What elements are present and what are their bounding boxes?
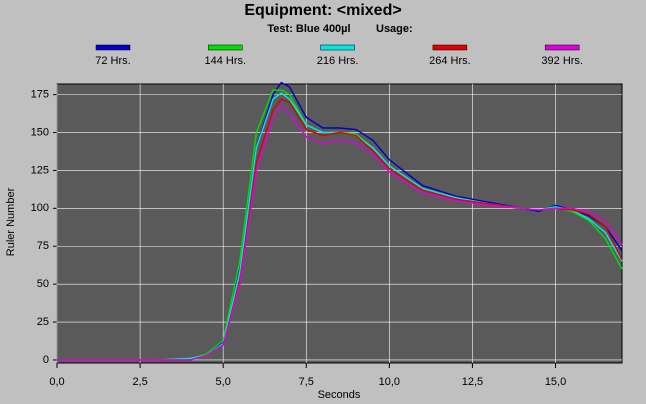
legend-label: 216 Hrs. <box>317 55 359 67</box>
x-axis-label: Seconds <box>318 389 361 401</box>
y-tick-label: 50 <box>37 278 49 290</box>
y-tick-label: 100 <box>31 202 49 214</box>
legend-swatch <box>208 44 243 51</box>
x-tick-label: 2,5 <box>132 376 147 388</box>
plot-area <box>56 83 623 364</box>
legend-label: 264 Hrs. <box>429 55 471 67</box>
legend-swatch <box>544 44 580 51</box>
legend-label: 144 Hrs. <box>205 55 247 67</box>
legend-swatch <box>320 44 355 51</box>
y-tick-label: 150 <box>31 126 49 138</box>
series-line <box>57 104 623 361</box>
annotation: Usage: <box>376 23 413 35</box>
x-tick-label: 0,0 <box>49 376 64 388</box>
y-tick-label: 75 <box>37 240 49 252</box>
legend-swatch <box>95 44 131 51</box>
y-tick-label: 125 <box>31 164 49 176</box>
y-axis-label: Ruler Number <box>5 187 17 256</box>
x-tick-label: 5,0 <box>216 376 231 388</box>
legend-label: 392 Hrs. <box>541 55 583 67</box>
x-tick-label: 10,0 <box>379 376 400 388</box>
y-tick-label: 175 <box>31 89 49 101</box>
subtitle: Test: Blue 400µl <box>267 23 350 35</box>
y-tick-label: 0 <box>43 354 49 366</box>
series-line <box>57 92 623 361</box>
chart-title: Equipment: <mixed> <box>244 2 401 19</box>
x-tick-label: 12,5 <box>462 376 483 388</box>
x-tick-label: 15,0 <box>545 376 566 388</box>
legend-label: 72 Hrs. <box>95 55 130 67</box>
legend-swatch <box>432 44 468 51</box>
x-tick-label: 7,5 <box>299 376 314 388</box>
y-tick-label: 25 <box>37 316 49 328</box>
